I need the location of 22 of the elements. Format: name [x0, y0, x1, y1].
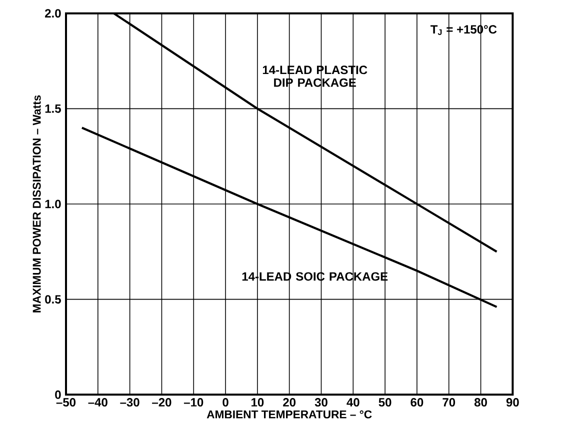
x-tick-label: 20	[283, 398, 296, 407]
x-tick-label: –30	[120, 398, 140, 407]
y-axis-title: MAXIMUM POWER DISSIPATION – Watts	[32, 95, 41, 312]
x-tick-label: 70	[442, 398, 456, 407]
x-tick-label: 30	[314, 398, 328, 407]
y-tick-label: 2.0	[45, 9, 61, 18]
x-tick-label: –10	[184, 398, 204, 407]
y-tick-label: 0.5	[45, 295, 61, 304]
y-tick-label: 1.0	[45, 200, 61, 208]
x-tick-label: 10	[252, 398, 264, 407]
x-tick-label: –20	[152, 398, 172, 407]
x-tick-label: 0	[222, 398, 228, 407]
y-tick-label: 1.5	[45, 104, 61, 113]
y-tick-label: 0	[55, 390, 61, 399]
x-tick-label: 80	[474, 398, 487, 407]
x-axis-title: AMBIENT TEMPERATURE – °C	[206, 410, 372, 418]
x-tick-label: –50	[56, 398, 76, 407]
x-tick-label: 60	[410, 398, 424, 407]
x-tick-label: –40	[88, 398, 108, 407]
x-tick-label: 40	[346, 398, 360, 407]
x-tick-label: 90	[506, 398, 519, 407]
x-tick-label: 50	[378, 398, 392, 407]
